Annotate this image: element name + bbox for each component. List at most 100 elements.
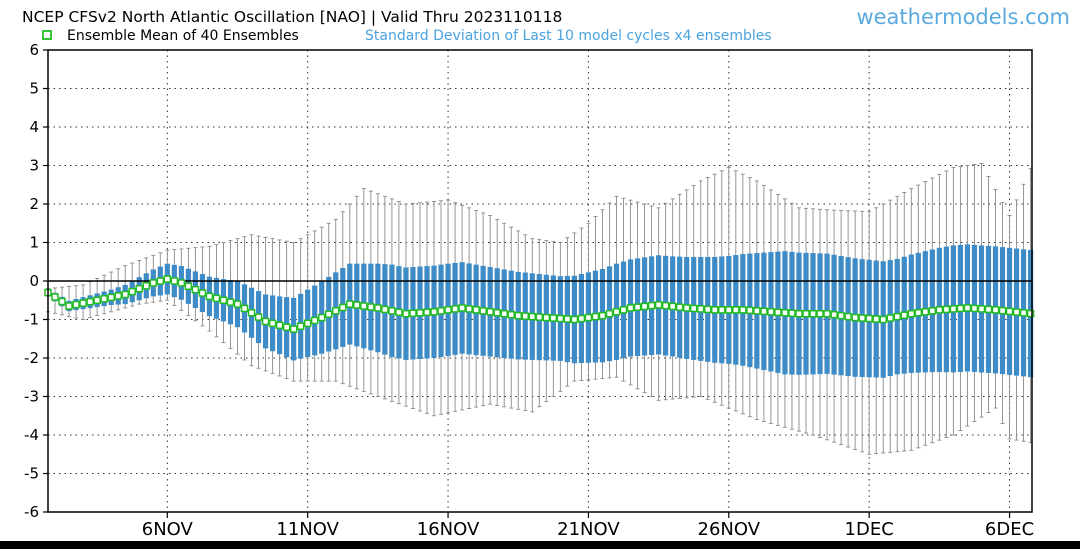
ensemble-mean-point (121, 290, 129, 299)
ensemble-mean-point (416, 309, 424, 317)
ensemble-mean-point (879, 315, 887, 324)
ensemble-mean-point (928, 307, 937, 315)
ensemble-mean-point (219, 296, 228, 304)
y-tick-label: 5 (29, 80, 39, 98)
ensemble-mean-point (914, 309, 923, 317)
ensemble-mean-point (1005, 307, 1014, 316)
ensemble-mean-point (795, 309, 803, 318)
ensemble-mean-point (837, 311, 845, 320)
x-axis: 6NOV 11NOV 16NOV 21NOV 26NOV 1DEC 6DEC (142, 512, 1034, 540)
ensemble-mean-point (970, 304, 979, 313)
ensemble-mean-point (626, 304, 635, 312)
ensemble-mean-point (739, 306, 747, 314)
ensemble-mean-point (51, 293, 59, 301)
ensemble-mean-point (72, 300, 80, 309)
ensemble-mean-point (872, 315, 880, 323)
ensemble-mean-point (128, 287, 136, 296)
ensemble-mean-point (788, 309, 796, 317)
ensemble-mean-point (107, 293, 115, 302)
ensemble-mean-point (732, 306, 740, 314)
ensemble-mean-point (1012, 308, 1021, 316)
ensemble-mean-point (486, 308, 494, 316)
ensemble-mean-point (339, 303, 347, 312)
ensemble-mean-point (781, 309, 789, 317)
ensemble-mean-point (570, 315, 579, 324)
ensemble-mean-point (296, 322, 305, 330)
ensemble-mean-point (332, 307, 340, 315)
x-tick-label: 21NOV (557, 519, 620, 540)
ensemble-mean-point (746, 306, 754, 315)
ensemble-mean-point (886, 314, 894, 322)
ensemble-mean-point (58, 297, 66, 306)
ensemble-mean-point (479, 307, 487, 315)
ensemble-mean-point (275, 321, 284, 330)
ensemble-mean-point (605, 309, 614, 318)
ensemble-mean-point (409, 309, 417, 317)
ensemble-mean-point (324, 310, 333, 318)
ensemble-mean-point (647, 301, 656, 310)
ensemble-mean-point (718, 306, 726, 314)
ensemble-mean-point (935, 306, 944, 314)
ensemble-mean-point (991, 306, 1000, 314)
y-tick-label: -6 (24, 503, 39, 521)
ensemble-mean-point (360, 302, 368, 310)
ensemble-mean-point (317, 313, 326, 322)
ensemble-mean-point (458, 304, 466, 312)
ensemble-mean-point (619, 306, 628, 314)
ensemble-mean-point (528, 312, 537, 321)
y-tick-label: -2 (24, 349, 39, 367)
ensemble-mean-point (703, 305, 712, 314)
bottom-bar (0, 541, 1080, 549)
ensemble-mean-point (753, 307, 761, 315)
chart-title: NCEP CFSv2 North Atlantic Oscillation [N… (22, 8, 562, 26)
watermark: weathermodels.com (856, 5, 1070, 29)
ensemble-mean-point (900, 311, 909, 319)
ensemble-mean-point (233, 300, 242, 308)
ensemble-mean-point (79, 299, 87, 307)
ensemble-mean-point (689, 304, 698, 313)
ensemble-mean-point (563, 315, 572, 323)
ensemble-mean-point (654, 301, 663, 309)
ensemble-mean-point (977, 305, 986, 313)
ensemble-mean-point (858, 314, 866, 322)
ensemble-mean-point (114, 292, 122, 300)
ensemble-mean-point (893, 312, 901, 321)
legend-spread-label: Standard Deviation of Last 10 model cycl… (365, 28, 772, 44)
ensemble-mean-point (402, 309, 410, 318)
ensemble-mean-point (472, 306, 480, 314)
ensemble-mean-point (598, 311, 607, 320)
ensemble-mean-point (156, 277, 165, 285)
x-tick-label: 1DEC (845, 519, 894, 540)
ensemble-mean-point (93, 296, 101, 304)
ensemble-mean-point (149, 279, 158, 287)
ensemble-mean-point (774, 308, 782, 317)
ensemble-mean-point (760, 307, 768, 316)
ensemble-mean-point (142, 282, 151, 290)
ensemble-mean-point (767, 308, 775, 316)
x-tick-label: 6NOV (142, 519, 194, 540)
ensemble-mean-point (374, 304, 382, 312)
ensemble-mean-point (289, 325, 298, 333)
ensemble-mean-point (500, 309, 508, 318)
ensemble-mean-point (949, 305, 958, 313)
y-tick-label: -4 (24, 426, 39, 444)
ensemble-mean-point (282, 323, 291, 331)
ensemble-mean-point (844, 312, 852, 321)
ensemble-mean-point (191, 285, 200, 294)
ensemble-mean-point (205, 292, 214, 301)
ensemble-mean-point (444, 306, 452, 314)
x-tick-label: 6DEC (985, 519, 1034, 540)
ensemble-mean-point (381, 305, 389, 314)
ensemble-mean-point (556, 314, 565, 323)
ensemble-mean-point (353, 301, 361, 309)
ensemble-mean-point (177, 279, 186, 287)
ensemble-mean-point (86, 297, 94, 306)
ensemble-mean-point (963, 304, 972, 312)
ensemble-mean-point (303, 319, 312, 328)
ensemble-mean-series (44, 275, 1035, 333)
x-tick-label: 26NOV (698, 519, 761, 540)
ensemble-mean-point (640, 302, 649, 311)
ensemble-mean-point (395, 308, 403, 317)
ensemble-mean-point (830, 310, 838, 319)
ensemble-mean-point (170, 277, 179, 285)
